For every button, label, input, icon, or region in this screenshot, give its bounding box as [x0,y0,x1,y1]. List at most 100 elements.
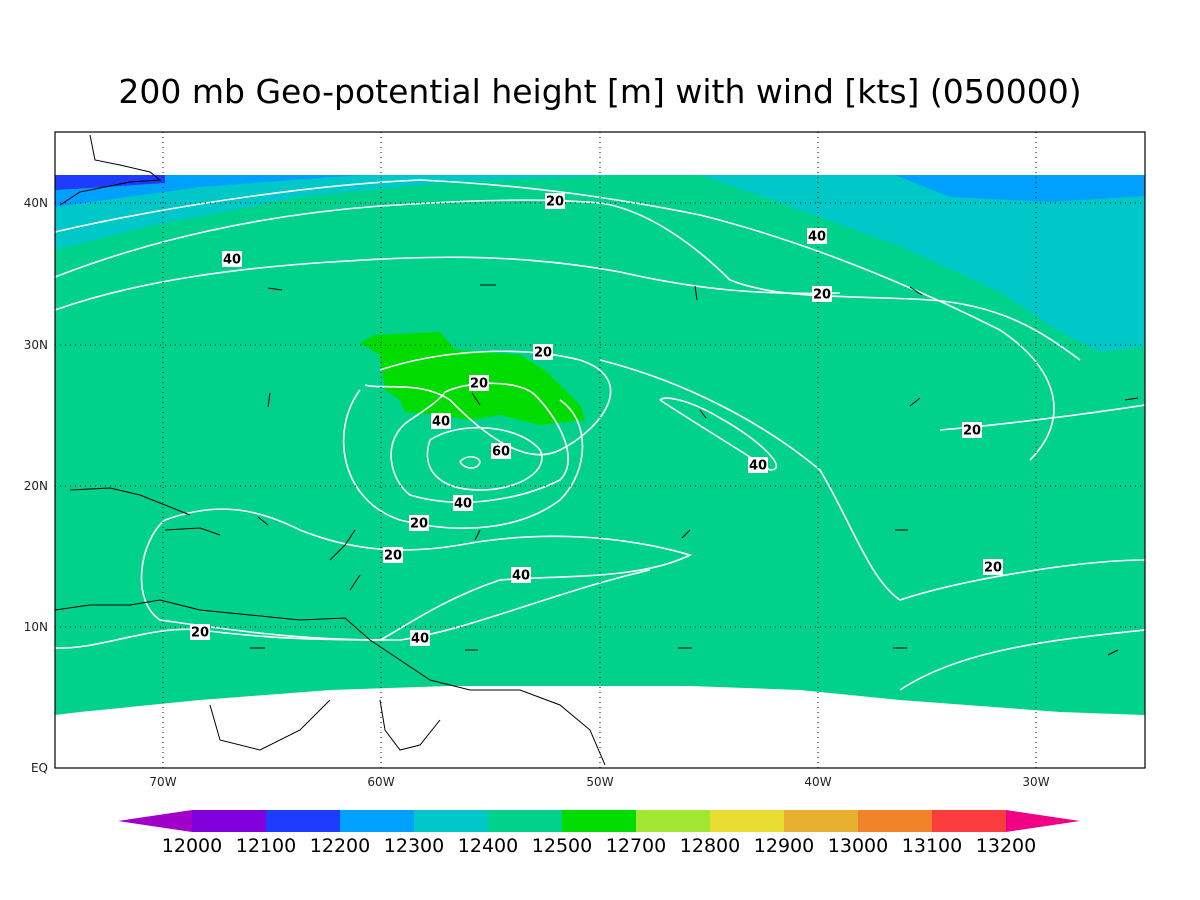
contour-label-box [533,344,553,360]
contour-label: 40 [454,497,472,512]
contour [342,389,584,529]
colorbar-label: 12800 [680,835,740,857]
contour-label: 20 [410,517,428,532]
lat-label: 20N [24,479,48,493]
contour [364,350,612,456]
colorbar-label: 12900 [754,835,814,857]
contour [426,426,543,491]
contour-label-box [807,228,827,244]
colorbar-box [932,810,1006,832]
contour-label: 20 [470,377,488,392]
contour [54,199,1081,361]
colorbar-label: 12500 [532,835,592,857]
contour-label-box [812,286,832,302]
field-12400 [55,175,1145,715]
contour-label: 40 [749,459,767,474]
contour-label-box [545,193,565,209]
lon-label: 60W [367,775,394,789]
colorbar-box [710,810,784,832]
colorbar-label: 13000 [828,835,888,857]
colorbar-label: 12300 [384,835,444,857]
colorbar-triangle [118,810,192,832]
contour-label-box [190,624,210,640]
colorbar-box [414,810,488,832]
colorbar-label: 13100 [902,835,962,857]
colorbar: 12000 12100 12200 12300 12400 12500 12700 12800… [118,810,1080,857]
contour-label-box [409,515,429,531]
colorbar-box [192,810,266,832]
contour-label: 40 [411,632,429,647]
contour-label: 20 [534,346,552,361]
coastline [59,134,162,206]
field-12100-west [55,175,165,190]
colorbar-box [340,810,414,832]
contour [54,256,841,311]
contour-label: 20 [963,424,981,439]
field-12200-east [895,175,1145,202]
contour-label-box [410,630,430,646]
lat-label: 30N [24,338,48,352]
wind-arrow [250,284,1139,656]
contour [599,359,1146,601]
lat-label: 10N [24,620,48,634]
contour-label: 20 [546,195,564,210]
lat-label: 40N [24,196,48,210]
contour-label-box [748,457,768,473]
lat-label: EQ [31,761,48,775]
contour-label-box [983,559,1003,575]
contour [54,569,651,649]
lon-label: 30W [1022,775,1049,789]
contour [659,397,777,471]
field-12300-west [55,175,620,250]
coastline [329,529,361,591]
colorbar-box [266,810,340,832]
title: 200 mb Geo-potential height [m] with win… [118,72,1081,111]
contour-label: 40 [808,230,826,245]
colorbar-triangle [1006,810,1080,832]
wind-vectors [250,284,1139,656]
colorbar-box [562,810,636,832]
coastline [209,699,441,751]
graticule: 70W 60W 50W 40W 30W EQ 10N 20N 30N 40N [24,132,1145,789]
contour-label-box [469,375,489,391]
colorbar-label: 12000 [162,835,222,857]
contour-label-box [962,422,982,438]
lon-label: 70W [149,775,176,789]
contour [459,455,481,469]
contour-label: 40 [223,253,241,268]
map-frame [54,131,1146,769]
lon-label: 40W [804,775,831,789]
contour-label-box [511,567,531,583]
contour-label: 20 [984,561,1002,576]
field-12300-east [700,175,1145,352]
contour [390,382,569,503]
contour-label: 40 [512,569,530,584]
lon-label: 50W [586,775,613,789]
coastlines [54,134,606,766]
contour-label: 20 [384,549,402,564]
coastline [69,487,221,536]
fields [55,175,1145,715]
colorbar-label: 12200 [310,835,370,857]
contour-label-box [383,547,403,563]
coastline [54,599,606,766]
colorbar-label: 13200 [976,835,1036,857]
contour-label-box [453,495,473,511]
contour [54,179,1055,461]
colorbar-label: 12100 [236,835,296,857]
colorbar-box [784,810,858,832]
colorbar-box [636,810,710,832]
colorbar-box [488,810,562,832]
colorbar-label: 12400 [458,835,518,857]
contour-labels: 20 40 40 20 20 20 40 60 40 40 20 20 20 40 20 20 40 [190,193,1003,647]
contour-label-box [491,443,511,459]
colorbar-label: 12700 [606,835,666,857]
contour-label: 60 [492,445,510,460]
contour-label: 40 [432,415,450,430]
contour-label-box [222,251,242,267]
contour-label: 20 [191,626,209,641]
contour-label-box [431,413,451,429]
contour-label: 20 [813,288,831,303]
